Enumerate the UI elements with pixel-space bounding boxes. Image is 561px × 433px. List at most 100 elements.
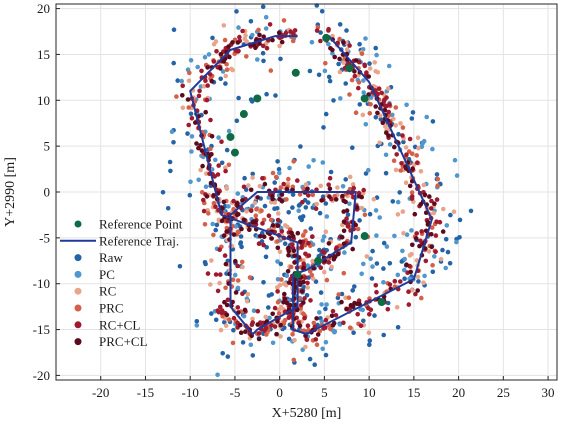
data-point xyxy=(185,97,191,102)
data-point xyxy=(381,332,387,338)
data-point xyxy=(401,231,406,236)
y-tick-label: 20 xyxy=(37,1,50,16)
data-point xyxy=(292,260,297,265)
data-point xyxy=(267,315,272,321)
data-point xyxy=(216,135,221,140)
data-point xyxy=(286,280,292,285)
data-point xyxy=(247,275,253,280)
data-point xyxy=(257,183,263,189)
data-point xyxy=(221,199,227,205)
data-point xyxy=(381,266,386,271)
data-point xyxy=(330,51,335,56)
data-point xyxy=(222,253,228,258)
data-point xyxy=(226,317,232,322)
data-point xyxy=(180,105,186,111)
data-point xyxy=(383,170,389,176)
data-point xyxy=(295,178,300,183)
data-point xyxy=(400,209,406,214)
data-point xyxy=(261,217,267,223)
data-point xyxy=(218,327,224,333)
data-point xyxy=(353,234,359,240)
data-point xyxy=(350,246,356,252)
data-point xyxy=(250,316,255,322)
data-point xyxy=(327,186,333,192)
data-point xyxy=(304,293,310,298)
data-point xyxy=(397,190,403,195)
data-point xyxy=(301,300,306,305)
data-point xyxy=(337,36,342,42)
data-point xyxy=(214,222,220,228)
data-point xyxy=(366,167,371,173)
x-tick-label: -15 xyxy=(137,385,154,400)
data-point xyxy=(338,96,343,101)
data-point xyxy=(392,233,397,239)
data-point xyxy=(431,210,437,216)
data-point xyxy=(307,68,313,74)
data-point xyxy=(284,186,290,192)
data-point xyxy=(344,216,349,221)
data-point xyxy=(290,192,296,197)
data-point xyxy=(250,320,255,325)
data-point xyxy=(189,149,194,154)
data-point xyxy=(275,259,280,264)
data-point xyxy=(395,212,401,217)
data-point xyxy=(238,241,243,247)
data-point xyxy=(377,140,382,146)
data-point xyxy=(236,212,241,217)
data-point xyxy=(278,322,284,328)
data-point xyxy=(247,227,252,232)
data-point xyxy=(219,218,225,224)
data-point xyxy=(266,305,271,310)
data-point xyxy=(374,261,380,266)
data-point xyxy=(340,193,345,199)
data-point xyxy=(305,280,310,286)
data-point xyxy=(321,234,327,239)
data-point xyxy=(374,52,379,58)
legend-swatch-reference-point xyxy=(74,220,82,228)
data-point xyxy=(441,206,446,212)
data-point xyxy=(354,301,360,307)
data-point xyxy=(250,203,255,209)
data-point xyxy=(298,144,303,149)
data-point xyxy=(409,190,415,195)
data-point xyxy=(279,39,285,45)
data-point xyxy=(197,88,202,94)
data-point xyxy=(254,207,259,212)
data-point xyxy=(341,320,346,326)
data-point xyxy=(292,253,297,258)
data-point xyxy=(323,325,328,330)
data-point xyxy=(402,256,408,262)
data-point xyxy=(275,159,280,164)
data-point xyxy=(186,122,191,128)
data-point xyxy=(261,280,266,285)
data-point xyxy=(273,93,278,98)
data-point xyxy=(274,331,279,337)
data-point xyxy=(305,285,311,290)
data-point xyxy=(407,253,413,258)
data-point xyxy=(438,256,444,262)
data-point xyxy=(443,236,449,242)
data-point xyxy=(200,163,205,169)
data-point xyxy=(235,285,241,291)
data-point xyxy=(282,317,288,323)
data-point xyxy=(366,74,372,79)
data-point xyxy=(326,41,331,47)
data-point xyxy=(310,192,316,198)
data-point xyxy=(261,58,266,64)
data-point xyxy=(384,244,390,249)
data-point xyxy=(260,50,266,56)
data-point xyxy=(385,306,391,312)
data-point xyxy=(367,111,373,116)
data-point xyxy=(327,175,333,181)
data-point xyxy=(337,56,342,62)
data-point xyxy=(403,145,409,150)
data-point xyxy=(353,110,359,115)
data-point xyxy=(351,185,357,191)
data-point xyxy=(272,206,277,211)
data-point xyxy=(368,95,374,100)
data-point xyxy=(240,28,245,34)
data-point xyxy=(212,174,217,179)
data-point xyxy=(272,200,278,205)
data-point xyxy=(169,129,175,134)
data-point xyxy=(404,152,409,157)
